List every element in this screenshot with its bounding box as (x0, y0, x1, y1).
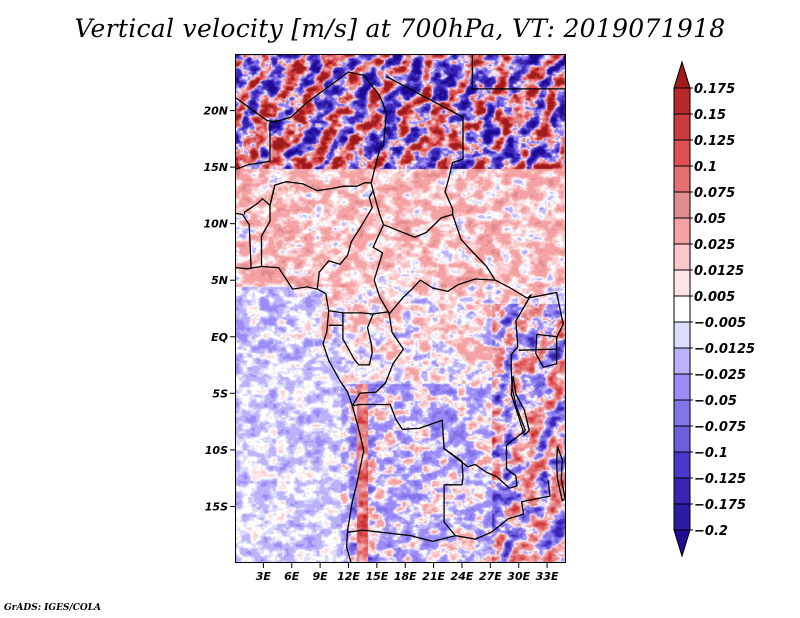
border-line (386, 75, 464, 215)
x-tick-label: 30E (507, 570, 530, 583)
colorbar-box (673, 425, 691, 453)
border-line (316, 182, 374, 290)
x-tick-label: 15E (365, 570, 388, 583)
border-line (243, 198, 271, 215)
colorbar-label: 0.175 (694, 82, 735, 97)
colorbar-label: −0.0125 (694, 342, 755, 357)
colorbar-label: −0.005 (694, 316, 746, 331)
colorbar-label: −0.175 (694, 498, 746, 513)
colorbar-boxes (673, 60, 691, 558)
border-line (510, 376, 530, 436)
border-line (535, 333, 558, 368)
x-tick-label: 6E (284, 570, 300, 583)
colorbar-box (673, 165, 691, 193)
x-tick-label: 18E (394, 570, 417, 583)
y-tick-label: 15N (203, 161, 228, 174)
colorbar-label: 0.1 (694, 160, 717, 175)
y-tick-label: 15S (205, 500, 228, 513)
colorbar-label: 0.025 (694, 238, 735, 253)
colorbar-label: 0.05 (694, 212, 726, 227)
border-line (260, 184, 276, 267)
colorbar-box (673, 477, 691, 505)
x-tick-label: 33E (536, 570, 559, 583)
border-line (352, 403, 464, 485)
x-tick-label: 21E (422, 570, 445, 583)
border-line (351, 313, 405, 406)
vertical-velocity-field (236, 55, 565, 562)
border-line (555, 446, 565, 502)
border-line (236, 212, 252, 268)
colorbar-box (673, 139, 691, 167)
colorbar-box (673, 191, 691, 219)
x-tick-label: 3E (256, 570, 272, 583)
border-line (383, 213, 496, 281)
border-line (471, 55, 565, 90)
colorbar-labels: 0.175 0.15 0.125 0.1 0.075 0.05 0.025 0.0125 0.0… (690, 82, 755, 539)
x-tick-label: 27E (479, 570, 502, 583)
colorbar-label: 0.0125 (694, 264, 744, 279)
colorbar-label: 0.075 (694, 186, 735, 201)
y-tick-label: 10S (205, 444, 228, 457)
y-tick-label: 20N (203, 105, 228, 118)
x-axis-ticks: 3E 6E 9E 12E 15E 18E 21E 24E 27E 30E 33E (256, 563, 559, 583)
colorbar-label: 0.005 (694, 290, 735, 305)
colorbar-box (673, 269, 691, 297)
colorbar-label: −0.025 (694, 368, 746, 383)
border-line (518, 348, 557, 351)
border-line (388, 278, 528, 315)
x-tick-label: 9E (313, 570, 329, 583)
border-line (236, 265, 365, 562)
colorbar-box (673, 321, 691, 349)
border-line (328, 309, 389, 315)
chart-title: Vertical velocity [m/s] at 700hPa, VT: 2… (74, 14, 726, 43)
colorbar-box (673, 113, 691, 141)
colorbar-box (673, 347, 691, 375)
x-tick-label: 12E (337, 570, 360, 583)
y-tick-label: 5N (211, 274, 228, 287)
colorbar-label: 0.125 (694, 134, 735, 149)
colorbar-extend-max (673, 60, 691, 89)
colorbar-label: −0.05 (694, 394, 737, 409)
y-axis-ticks: 20N 15N 10N 5N EQ 5S 10S 15S (203, 105, 235, 513)
border-line (443, 429, 526, 489)
y-tick-label: EQ (211, 331, 228, 344)
colorbar-label: −0.2 (694, 524, 728, 539)
colorbar-box (673, 451, 691, 479)
colorbar-label: −0.1 (694, 446, 728, 461)
colorbar-extend-min (673, 529, 691, 558)
x-tick-label: 24E (451, 570, 474, 583)
colorbar-label: −0.125 (694, 472, 746, 487)
colorbar-box (673, 243, 691, 271)
colorbar-box (673, 373, 691, 401)
colorbar-box (673, 295, 691, 323)
grads-credit: GrADS: IGES/COLA (4, 603, 102, 613)
colorbar-box (673, 217, 691, 245)
colorbar-label: −0.075 (694, 420, 746, 435)
colorbar-box (673, 87, 691, 115)
y-tick-label: 10N (203, 218, 228, 231)
y-tick-label: 5S (212, 387, 228, 400)
colorbar-box (673, 399, 691, 427)
border-line (510, 294, 532, 431)
country-borders (236, 55, 565, 562)
colorbar-box (673, 503, 691, 531)
colorbar-label: 0.15 (694, 108, 726, 123)
border-line (342, 313, 374, 366)
border-line (455, 480, 551, 540)
border-line (372, 190, 390, 315)
border-line (236, 119, 277, 170)
border-line (347, 484, 462, 543)
map-plot-area (235, 54, 566, 563)
border-line (236, 71, 388, 206)
